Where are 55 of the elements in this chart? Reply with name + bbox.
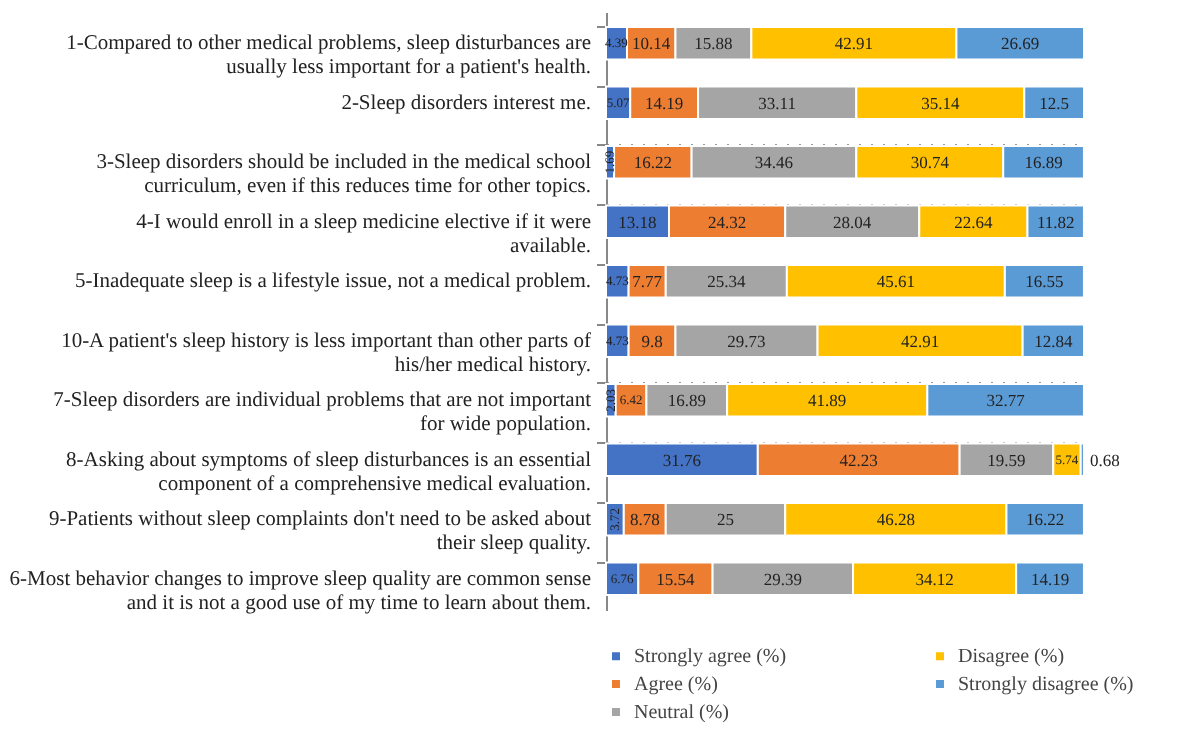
y-tick-label: 9-Patients without sleep complaints don't need to be asked about their sleep quality. [48,509,592,556]
data-label: 29.39 [763,568,802,589]
data-label: 25 [716,509,734,530]
data-label: 19.59 [987,449,1026,470]
data-label: 12.84 [1034,330,1074,351]
data-label: 26.69 [1001,33,1040,54]
data-label: 16.89 [667,390,706,411]
data-label: 16.22 [633,152,672,173]
y-tick-label: 10-A patient's sleep history is less important than other parts of his/her medical history. [61,330,592,377]
y-tick-label: 2-Sleep disorders interest me. [341,92,591,115]
data-label: 12.5 [1039,92,1069,113]
data-label: 42.91 [834,33,874,54]
legend-label: Strongly disagree (%) [958,674,1134,696]
y-tick-label: 6-Most behavior changes to improve sleep quality are common sense and it is not a good use of my time to learn about them. [9,568,592,615]
data-label: 9.8 [641,330,663,351]
data-label: 30.74 [910,152,951,173]
legend-label: Disagree (%) [958,646,1065,669]
y-tick-label: 5-Inadequate sleep is a lifestyle issue, not a medical problem. [74,271,591,294]
legend-label: Neutral (%) [634,702,729,724]
y-tick-label: 7-Sleep disorders are individual problems that are not important for wide population. [53,390,592,437]
data-label: 14.19 [1030,568,1070,589]
data-label: 16.55 [1025,271,1064,292]
data-label: 8.78 [629,509,660,530]
data-label: 29.73 [727,330,766,351]
data-label: 34.12 [915,568,954,589]
data-label: 7.77 [632,271,663,292]
data-label: 34.46 [754,152,794,173]
data-label: 42.23 [839,449,878,470]
data-label: 28.04 [833,211,873,232]
data-label: 15.54 [656,568,697,589]
data-label: 13.18 [618,211,657,232]
data-label: 15.88 [694,33,733,54]
data-label: 31.76 [662,449,702,470]
data-label: 0.68 [1089,449,1120,470]
data-label: 35.14 [921,92,961,113]
data-label: 41.89 [808,390,847,411]
data-label: 46.28 [876,509,915,530]
legend-label: Strongly agree (%) [634,646,787,669]
data-label: 14.19 [645,92,684,113]
data-label: 16.89 [1024,152,1063,173]
data-label: 45.61 [876,271,915,292]
y-tick-label: 1-Compared to other medical problems, sleep disturbances are usually less important for a patient's health. [66,33,592,80]
legend-label: Agree (%) [634,674,718,696]
data-label: 22.64 [954,211,994,232]
data-label: 16.22 [1026,509,1065,530]
y-tick-label: 8-Asking about symptoms of sleep disturbances is an essential component of a comprehensive medical evaluation. [66,449,592,496]
data-label: 25.34 [707,271,747,292]
data-label: 33.11 [758,92,796,113]
data-label: 32.77 [986,390,1025,411]
data-label: 10.14 [632,33,672,54]
y-tick-label: 4-I would enroll in a sleep medicine elective if it were available. [136,211,592,258]
data-label: 11.82 [1036,211,1075,232]
data-label: 42.91 [900,330,940,351]
data-label: 24.32 [707,211,747,232]
y-tick-label: 3-Sleep disorders should be included in the medical school curriculum, even if this reduces time for other topics. [96,152,592,199]
